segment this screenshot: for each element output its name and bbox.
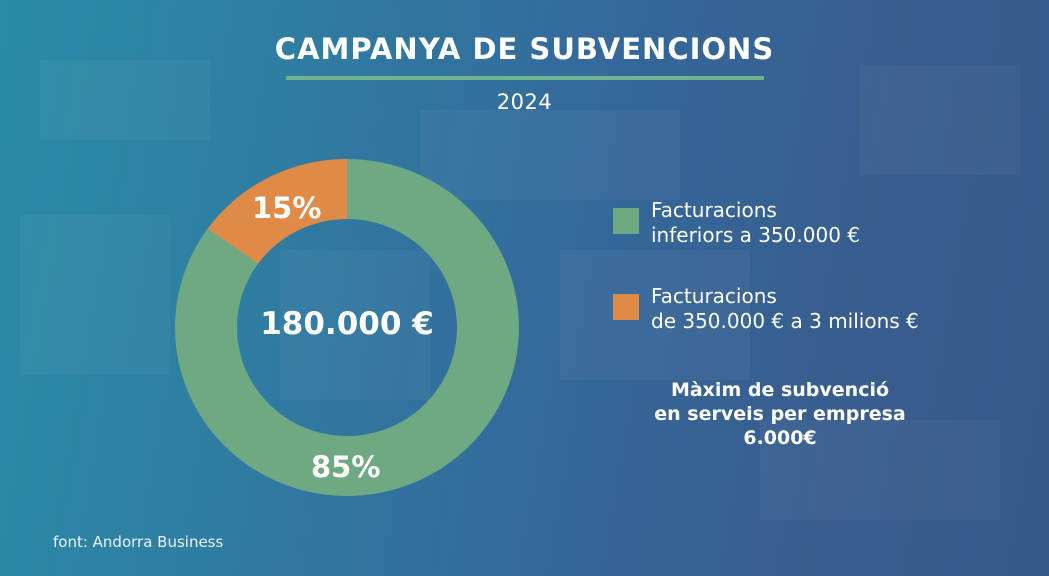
max-subsidy-line2: en serveis per empresa — [654, 403, 906, 425]
max-subsidy-note: Màxim de subvenció en serveis per empres… — [620, 378, 940, 450]
legend-swatch-green — [613, 208, 639, 234]
background-tile — [860, 65, 1020, 175]
legend-swatch-orange — [613, 294, 639, 320]
year-subtitle: 2024 — [496, 90, 553, 114]
legend-label-line2: de 350.000 € a 3 milions € — [651, 309, 919, 333]
background-tile — [20, 215, 170, 375]
title-divider — [286, 76, 764, 80]
max-subsidy-amount: 6.000€ — [743, 427, 817, 449]
legend-label-line1: Facturacions — [651, 284, 777, 308]
segment-label-15: 15% — [252, 191, 322, 225]
segment-label-85: 85% — [311, 450, 381, 484]
donut-center-total: 180.000 € — [260, 306, 434, 342]
legend-label-line2: inferiors a 350.000 € — [651, 223, 860, 247]
donut-segment-15 — [207, 159, 347, 264]
donut-chart — [175, 159, 519, 496]
page-title: CAMPANYA DE SUBVENCIONS — [274, 32, 775, 66]
source-credit: font: Andorra Business — [53, 533, 224, 551]
legend-label-line1: Facturacions — [651, 198, 777, 222]
max-subsidy-line1: Màxim de subvenció — [670, 379, 890, 401]
